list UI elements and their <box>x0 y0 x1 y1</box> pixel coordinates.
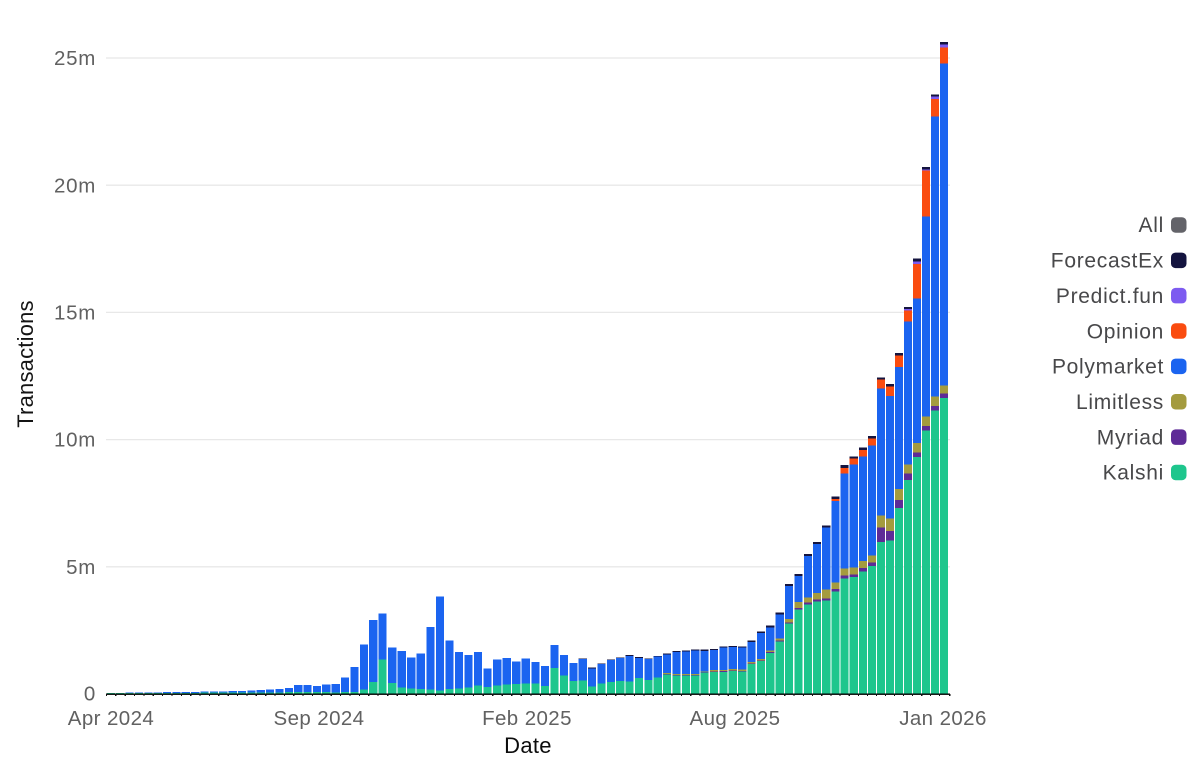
svg-text:Kalshi: Kalshi <box>1103 462 1164 485</box>
svg-text:All: All <box>1139 214 1164 237</box>
svg-text:Sep 2024: Sep 2024 <box>274 707 365 730</box>
svg-text:Myriad: Myriad <box>1097 426 1164 449</box>
svg-text:Apr 2024: Apr 2024 <box>68 707 154 730</box>
svg-text:5m: 5m <box>66 556 96 579</box>
svg-text:15m: 15m <box>54 301 96 324</box>
svg-text:0: 0 <box>84 683 96 706</box>
svg-text:Predict.fun: Predict.fun <box>1056 285 1164 308</box>
svg-text:10m: 10m <box>54 429 96 452</box>
svg-text:Aug 2025: Aug 2025 <box>690 707 781 730</box>
svg-text:ForecastEx: ForecastEx <box>1051 250 1164 273</box>
svg-text:Limitless: Limitless <box>1076 391 1164 414</box>
svg-text:20m: 20m <box>54 174 96 197</box>
svg-text:Jan 2026: Jan 2026 <box>899 707 987 730</box>
svg-text:Date: Date <box>504 733 552 758</box>
svg-text:25m: 25m <box>54 47 96 70</box>
svg-text:Opinion: Opinion <box>1087 320 1164 343</box>
svg-text:Polymarket: Polymarket <box>1052 356 1164 379</box>
svg-text:Feb 2025: Feb 2025 <box>482 707 572 730</box>
svg-text:Transactions: Transactions <box>13 300 38 428</box>
